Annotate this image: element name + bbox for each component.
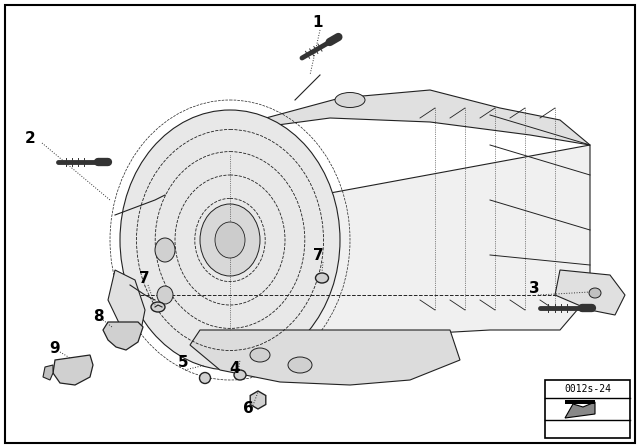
Text: 6: 6 — [243, 401, 253, 415]
Bar — [565, 400, 595, 404]
Ellipse shape — [335, 92, 365, 108]
Text: 3: 3 — [529, 280, 540, 296]
Ellipse shape — [316, 273, 328, 283]
Ellipse shape — [157, 286, 173, 304]
Ellipse shape — [589, 288, 601, 298]
Polygon shape — [53, 355, 93, 385]
Text: 1: 1 — [313, 14, 323, 30]
Text: 0012s-24: 0012s-24 — [564, 384, 611, 394]
Text: 5: 5 — [178, 354, 188, 370]
Ellipse shape — [155, 238, 175, 262]
Text: 8: 8 — [93, 309, 103, 323]
Ellipse shape — [234, 370, 246, 380]
Text: 7: 7 — [313, 247, 323, 263]
Polygon shape — [130, 145, 590, 335]
Polygon shape — [565, 402, 595, 418]
Polygon shape — [103, 322, 143, 350]
Ellipse shape — [200, 204, 260, 276]
Ellipse shape — [250, 348, 270, 362]
Ellipse shape — [120, 110, 340, 370]
Text: 4: 4 — [230, 361, 240, 375]
Text: 9: 9 — [50, 340, 60, 356]
Polygon shape — [175, 90, 590, 160]
Bar — [545, 380, 630, 438]
Polygon shape — [43, 365, 53, 380]
Ellipse shape — [200, 372, 211, 383]
Polygon shape — [555, 270, 625, 315]
Text: 7: 7 — [139, 271, 149, 285]
Polygon shape — [190, 330, 460, 385]
Ellipse shape — [288, 357, 312, 373]
Polygon shape — [108, 270, 145, 335]
Text: 2: 2 — [24, 130, 35, 146]
Ellipse shape — [215, 222, 245, 258]
Ellipse shape — [151, 302, 165, 312]
